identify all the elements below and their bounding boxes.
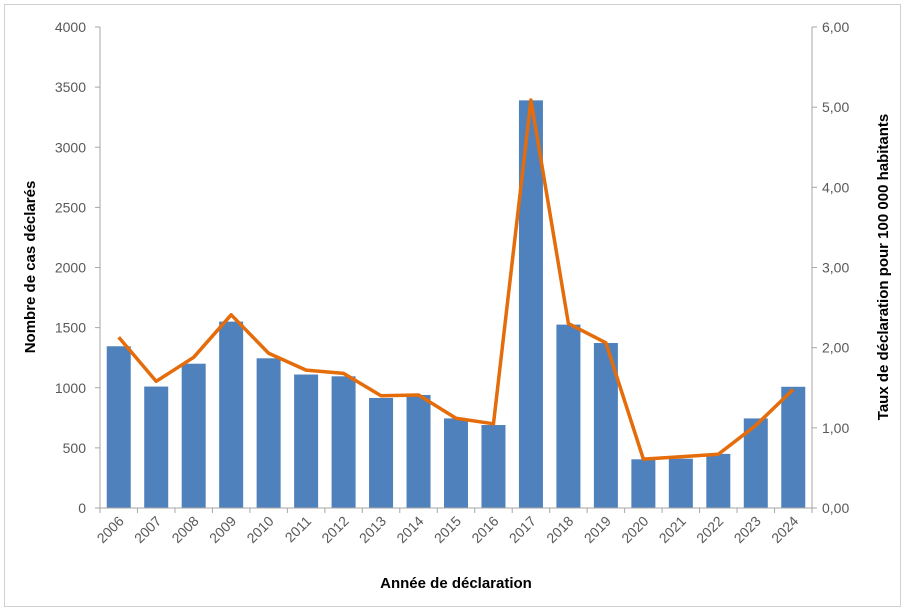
bar-2012	[331, 376, 356, 508]
y-tick-label: 0	[78, 500, 86, 516]
x-tick-label: 2020	[618, 513, 651, 546]
x-tick-label: 2012	[318, 513, 351, 546]
bar-2021	[668, 458, 693, 508]
bar-2011	[294, 374, 319, 508]
x-tick-label: 2014	[393, 513, 426, 546]
bar-2008	[181, 363, 206, 508]
bar-2018	[556, 324, 581, 508]
bar-2007	[144, 386, 169, 508]
y-axis-title: Nombre de cas déclarés	[22, 181, 39, 354]
bar-2020	[631, 459, 656, 508]
y-tick-label: 500	[63, 440, 87, 456]
y-tick-label: 2000	[55, 260, 86, 276]
bar-2013	[369, 397, 394, 508]
x-tick-label: 2023	[731, 513, 764, 546]
bar-2009	[219, 321, 244, 508]
x-tick-label: 2016	[468, 513, 501, 546]
y-tick-label: 2500	[55, 199, 86, 215]
x-tick-label: 2019	[581, 513, 614, 546]
x-tick-label: 2017	[506, 513, 539, 546]
y2-tick-label: 5,00	[822, 99, 849, 115]
x-tick-label: 2008	[168, 513, 201, 546]
x-tick-label: 2007	[131, 513, 164, 546]
y-tick-label: 3000	[55, 139, 86, 155]
y2-tick-label: 1,00	[822, 420, 849, 436]
y2-tick-label: 0,00	[822, 500, 849, 516]
bar-2015	[444, 418, 468, 508]
y2-tick-label: 2,00	[822, 340, 849, 356]
y-tick-label: 1000	[55, 380, 86, 396]
x-tick-label: 2010	[243, 513, 276, 546]
x-tick-label: 2024	[768, 513, 801, 546]
bar-2016	[481, 425, 506, 508]
x-axis-title: Année de déclaration	[380, 575, 532, 592]
x-tick-label: 2022	[693, 513, 726, 546]
y2-tick-label: 3,00	[822, 260, 849, 276]
y-tick-label: 4000	[55, 19, 86, 35]
x-tick-label: 2021	[656, 513, 689, 546]
x-tick-label: 2015	[431, 513, 464, 546]
bar-2014	[406, 394, 431, 508]
y-tick-label: 1500	[55, 320, 86, 336]
x-tick-label: 2006	[94, 513, 127, 546]
x-tick-label: 2013	[356, 513, 389, 546]
bar-2024	[781, 386, 806, 508]
x-tick-label: 2009	[206, 513, 239, 546]
y2-tick-label: 4,00	[822, 179, 849, 195]
chart-frame	[4, 4, 901, 607]
x-tick-label: 2018	[543, 513, 576, 546]
bar-2006	[106, 346, 131, 508]
bar-2022	[706, 453, 731, 508]
bar-2010	[256, 358, 281, 508]
y2-tick-label: 6,00	[822, 19, 849, 35]
x-tick-label: 2011	[282, 513, 315, 546]
y-tick-label: 3500	[55, 79, 86, 95]
y2-axis-title: Taux de déclaration pour 100 000 habitan…	[875, 114, 892, 420]
